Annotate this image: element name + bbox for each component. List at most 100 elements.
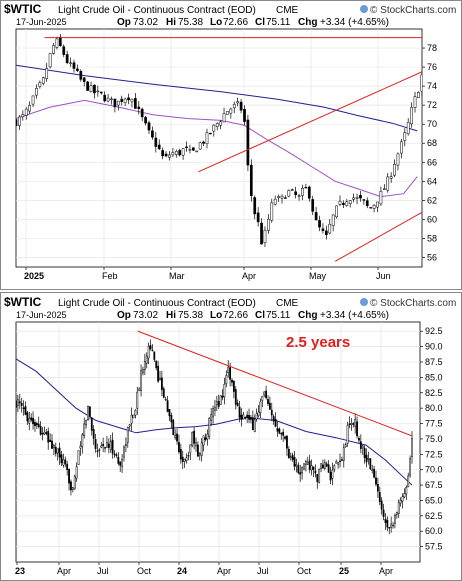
candle-body [202,435,205,446]
candle-body [410,107,413,125]
candle-body [278,428,281,434]
candle-body [47,431,50,443]
candle-body [24,108,28,116]
candle-body [359,195,362,199]
candle-body [153,351,156,360]
candle-body [350,423,353,425]
chart-bottom-symbol: $WTIC [4,295,42,309]
candle-body [344,444,347,448]
candle-body [162,388,165,398]
candle-body [41,433,44,435]
chart-bottom-date: 17-Jun-2025 [16,310,67,320]
candle-body [301,188,304,196]
candle-body [286,435,288,449]
x-tick-label: Apr [379,566,393,576]
chart-top-exchange: CME [276,5,299,16]
candle-body [32,417,34,425]
candle-body [52,445,55,449]
candle-body [191,147,195,151]
candle-body [314,212,318,221]
candle-body [71,487,74,490]
candle-body [310,465,313,471]
x-tick-label: 24 [177,566,187,576]
candle-body [348,200,352,204]
candle-body [299,472,302,475]
candle-body [249,164,253,196]
y-tick-label: 72 [427,100,437,110]
candle-body [280,433,283,435]
candle-body [209,132,212,135]
x-tick-label: Oct [297,566,312,576]
y-tick-label: 60.0 [425,526,443,536]
candle-body [68,469,70,484]
candle-body [75,466,78,479]
candle-body [181,148,185,156]
y-tick-label: 85.0 [425,372,443,382]
candle-body [257,411,260,417]
candle-body [28,105,31,112]
candle-body [202,141,205,144]
candle-body [70,481,72,491]
candle-body [21,114,25,118]
candle-body [116,100,120,106]
stockcharts-logo-icon-bottom [360,298,368,306]
candle-body [234,389,237,405]
candle-body [212,124,216,132]
y-tick-label: 62.5 [425,511,443,521]
candle-body [375,477,377,485]
candle-body [287,448,290,459]
y-tick-label: 77.5 [425,419,443,429]
candle-body [31,95,35,105]
candle-body [64,459,67,465]
y-tick-label: 75.0 [425,434,443,444]
candle-body [282,431,285,436]
candle-body [60,454,63,464]
candle-body [185,146,188,148]
candle-body [45,68,49,79]
candle-body [140,108,144,118]
candle-body [94,439,97,449]
candle-body [185,457,188,462]
candle-body [259,401,262,413]
candle-body [170,415,173,423]
chart-top-quote: Op 73.02 Hi 75.38 Lo 72.66 Cl 75.11 Chg … [117,17,389,28]
candle-body [395,511,398,515]
candle-body [226,111,229,115]
trendline [137,330,413,437]
quote-hi-label-b: Hi [166,310,176,321]
candle-body [87,406,89,420]
candle-body [339,460,341,462]
chart-bottom-plot-area [15,321,421,563]
quote-hi-value: 75.38 [178,17,203,28]
candle-body [85,419,88,426]
y-tick-label: 74 [427,81,437,91]
candle-body [208,417,211,437]
candle-body [92,428,95,439]
candle-body [333,465,336,470]
candle-body [318,468,321,483]
candle-body [191,431,194,447]
candle-body [400,141,403,154]
candle-body [164,153,168,157]
candle-body [188,149,192,151]
y-tick-label: 92.5 [425,326,443,336]
candle-body [110,98,113,100]
candle-body [127,97,130,101]
candle-body [117,456,120,464]
candle-body [93,84,96,94]
candle-body [280,195,284,199]
candle-body [28,418,31,424]
candle-body [354,418,357,427]
quote-lo-value-b: 72.66 [223,310,248,321]
candle-body [16,119,18,126]
candle-body [35,423,38,426]
candle-body [62,46,66,55]
quote-op-value-b: 73.02 [133,310,158,321]
candle-body [251,417,254,431]
candle-body [134,410,137,416]
y-tick-label: 56 [427,252,437,262]
candle-body [367,458,370,460]
chart-top-y-axis: 56 58 60 62 64 66 68 70 72 74 76 78 [422,43,437,262]
y-tick-label: 80.0 [425,403,443,413]
candle-body [73,475,76,490]
